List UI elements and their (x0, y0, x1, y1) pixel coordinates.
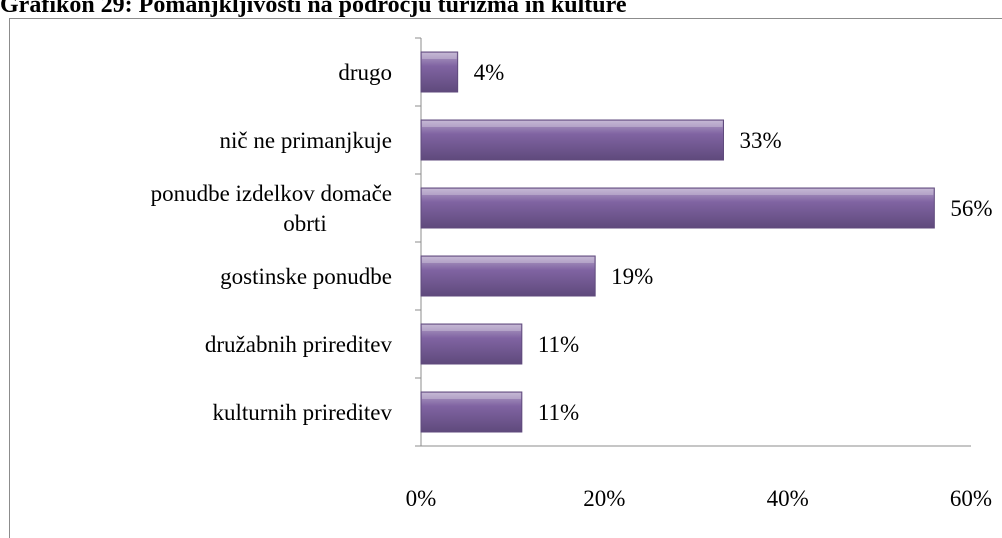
data-label: 33% (740, 128, 782, 153)
data-label: 56% (950, 196, 992, 221)
bar (420, 391, 523, 433)
bar (420, 119, 724, 161)
category-label: ponudbe izdelkov domače obrti (151, 181, 392, 236)
category-label: nič ne primanjkuje (220, 128, 392, 153)
category-label: drugo (338, 60, 392, 85)
bar-highlight (422, 53, 457, 59)
category-label: kulturnih prireditev (213, 400, 393, 425)
bar (420, 255, 596, 297)
bar (420, 51, 459, 93)
category-label: družabnih prireditev (205, 332, 393, 357)
x-tick-label: 40% (767, 486, 809, 511)
page-title: Grafikon 29: Pomanjkljivosti na področju… (0, 0, 627, 18)
chart-axes: 0% 20% 40% 60% (406, 37, 992, 511)
chart-frame (9, 18, 1002, 538)
category-label: gostinske ponudbe (220, 264, 392, 289)
x-tick-label: 60% (950, 486, 992, 511)
data-label: 19% (611, 264, 653, 289)
x-tick-label: 0% (406, 486, 437, 511)
bar-highlight (422, 257, 595, 263)
x-tick-label: 20% (583, 486, 625, 511)
bar-highlight (422, 121, 723, 127)
chart-bars (420, 51, 935, 433)
data-label: 4% (474, 60, 505, 85)
bar (420, 323, 523, 365)
data-label: 11% (538, 332, 579, 357)
data-label: 11% (538, 400, 579, 425)
bar-highlight (422, 325, 521, 331)
bar-highlight (422, 393, 521, 399)
bar-highlight (422, 189, 934, 195)
bar (420, 187, 935, 229)
chart-labels: 4% drugo 33% nič ne primanjkuje 56% ponudbe i… (151, 60, 993, 425)
